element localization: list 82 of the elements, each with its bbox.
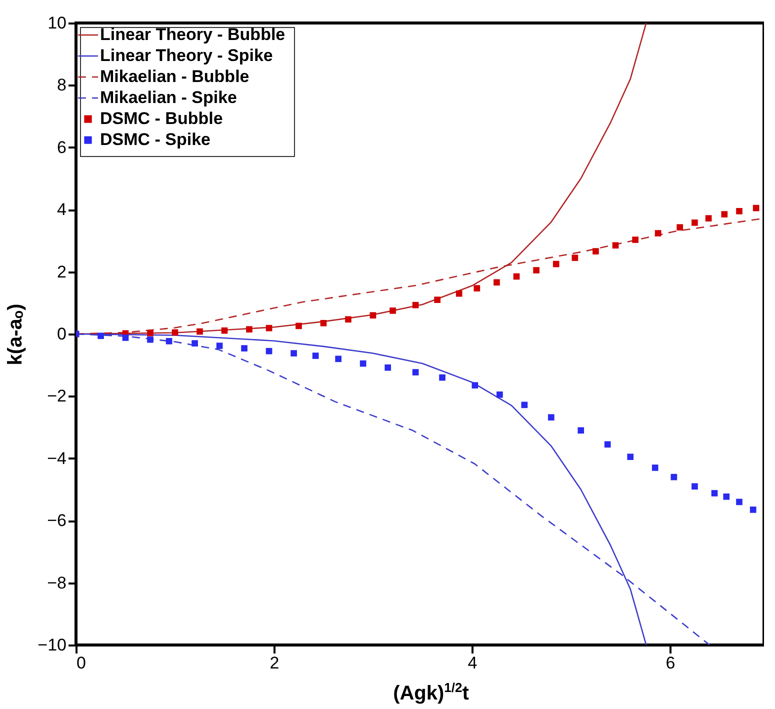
- point: [627, 454, 634, 460]
- x-tick-label: 2: [270, 654, 280, 672]
- point: [496, 391, 503, 398]
- point: [670, 474, 678, 480]
- point: [721, 211, 728, 218]
- legend-label: DSMC - Bubble: [100, 109, 223, 128]
- y-tick-label: 2: [57, 262, 66, 282]
- point: [705, 215, 712, 222]
- point: [654, 230, 662, 236]
- point: [474, 285, 480, 292]
- point: [533, 267, 540, 274]
- legend-label: Mikaelian - Bubble: [100, 67, 250, 86]
- point: [296, 322, 302, 330]
- point: [711, 490, 718, 496]
- point: [604, 441, 611, 448]
- point: [370, 312, 376, 319]
- point: [723, 493, 730, 500]
- y-axis-title: k(a-aₒ): [4, 304, 27, 366]
- point: [494, 279, 500, 286]
- point: [752, 204, 760, 212]
- point: [412, 369, 419, 376]
- point: [312, 352, 319, 359]
- point: [390, 308, 396, 314]
- point: [676, 224, 684, 230]
- x-axis-title: (Agk)$^{1/2}$t: [392, 680, 470, 706]
- point: [439, 374, 446, 381]
- point: [412, 302, 419, 308]
- y-tick-label: 10: [48, 14, 66, 32]
- point: [241, 345, 248, 352]
- point: [196, 328, 203, 335]
- y-tick-label: −2: [47, 386, 66, 406]
- point: [652, 464, 658, 471]
- point: [98, 332, 104, 340]
- point: [320, 320, 327, 326]
- x-tick-label: 4: [468, 654, 478, 672]
- point: [122, 334, 129, 341]
- point: [172, 329, 178, 336]
- point: [572, 254, 578, 261]
- x-tick-label: 6: [666, 654, 676, 672]
- y-tick-label: −6: [47, 511, 66, 530]
- point: [692, 483, 698, 490]
- point: [216, 342, 223, 349]
- y-tick-label: −10: [38, 636, 66, 654]
- point: [266, 348, 272, 354]
- point: [578, 427, 584, 434]
- x-tick-label: 0: [76, 654, 86, 672]
- point: [335, 356, 342, 362]
- point: [513, 273, 520, 280]
- point: [345, 316, 352, 323]
- point: [192, 340, 198, 346]
- point: [290, 350, 297, 356]
- point: [552, 260, 560, 268]
- legend-label: Linear Theory - Bubble: [100, 25, 286, 44]
- legend-label: Mikaelian - Spike: [100, 88, 237, 107]
- point: [521, 402, 528, 408]
- point: [736, 208, 742, 214]
- point: [736, 498, 742, 506]
- y-tick-label: 0: [57, 324, 66, 344]
- y-tick-label: 6: [57, 138, 66, 157]
- point: [750, 506, 756, 513]
- point: [456, 290, 462, 297]
- point: [384, 364, 391, 371]
- point: [592, 248, 599, 254]
- point: [147, 330, 154, 336]
- point: [434, 296, 440, 303]
- point: [692, 220, 698, 226]
- y-tick-label: −8: [47, 573, 66, 592]
- point: [221, 327, 228, 334]
- point: [166, 338, 172, 344]
- point: [548, 414, 554, 421]
- point: [147, 336, 154, 343]
- point: [472, 382, 478, 388]
- point: [360, 360, 366, 367]
- point: [612, 242, 619, 249]
- legend-label: DSMC - Spike: [100, 130, 211, 149]
- point: [632, 236, 638, 243]
- y-tick-label: 8: [57, 76, 66, 95]
- legend-label: Linear Theory - Spike: [100, 46, 273, 65]
- y-tick-label: −4: [47, 448, 66, 468]
- point: [266, 324, 272, 332]
- point: [246, 326, 252, 332]
- y-tick-label: 4: [57, 200, 66, 220]
